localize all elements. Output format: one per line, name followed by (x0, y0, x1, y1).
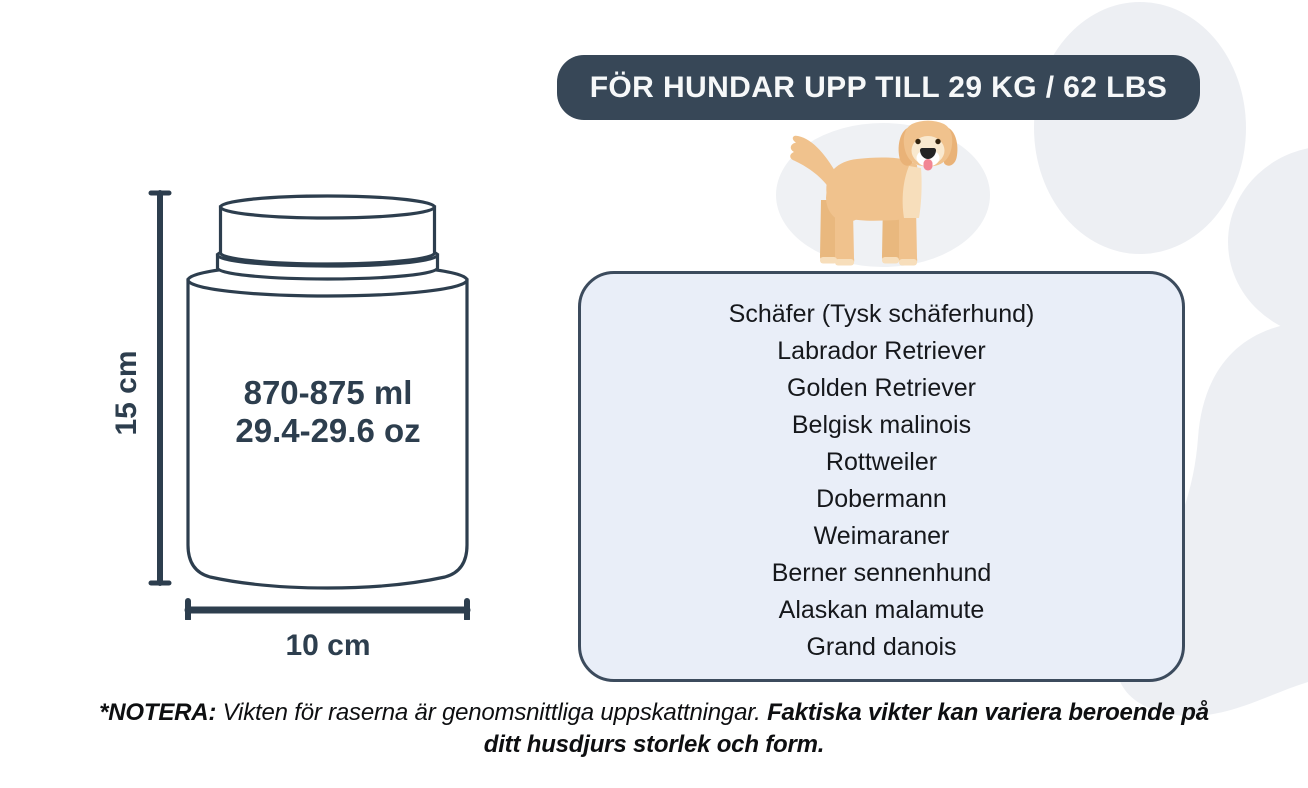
dog-tongue-icon (923, 159, 933, 171)
jar-outline (186, 194, 469, 590)
breed-list-item: Labrador Retriever (777, 336, 986, 365)
breed-list-item: Weimaraner (813, 521, 950, 550)
volume-oz: 29.4-29.6 oz (235, 412, 421, 449)
breed-list-item: Alaskan malamute (778, 595, 985, 624)
breed-list-item: Rottweiler (825, 447, 938, 476)
golden-retriever-icon (790, 120, 958, 266)
dog-nose-icon (919, 148, 937, 159)
width-measure-line (184, 598, 471, 620)
width-dimension-label: 10 cm (285, 629, 371, 662)
breed-list-item: Dobermann (816, 484, 947, 513)
container-jar-diagram (148, 190, 471, 620)
volume-label: 870-875 ml 29.4-29.6 oz (188, 374, 468, 450)
paw-toe-icon (1034, 2, 1246, 254)
footnote-body: Vikten för raserna är genomsnittliga upp… (216, 699, 768, 726)
breed-list-item: Belgisk malinois (791, 410, 972, 439)
banner: FÖR HUNDAR UPP TILL 29 KG / 62 LBS (557, 55, 1200, 120)
volume-ml: 870-875 ml (243, 374, 413, 411)
dog-illustration (765, 108, 995, 270)
breed-list-item: Schäfer (Tysk schäferhund) (728, 299, 1035, 328)
banner-label: FÖR HUNDAR UPP TILL 29 KG / 62 LBS (589, 70, 1168, 104)
footnote: *NOTERA: Vikten för raserna är genomsnit… (94, 697, 1214, 761)
breed-list-box: Schäfer (Tysk schäferhund) Labrador Retr… (578, 271, 1185, 682)
footnote-prefix: *NOTERA: (99, 699, 217, 726)
height-measure-line (148, 190, 172, 586)
breed-list-item: Berner sennenhund (771, 558, 992, 587)
breed-list-item: Grand danois (806, 632, 957, 661)
dog-eye-icon (915, 138, 921, 145)
paw-toe-icon (1228, 148, 1308, 336)
breed-list-item: Golden Retriever (787, 373, 976, 402)
footnote-emphasis: Faktiska vikter kan variera beroende på … (483, 699, 1209, 758)
height-dimension-label: 15 cm (110, 350, 143, 436)
dog-eye-icon (935, 138, 941, 145)
